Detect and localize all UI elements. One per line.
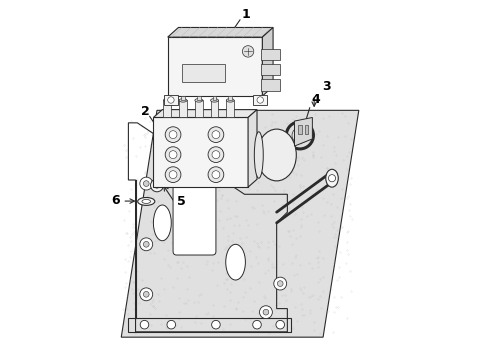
Circle shape (257, 97, 263, 103)
Circle shape (165, 127, 181, 143)
Circle shape (291, 127, 307, 143)
FancyBboxPatch shape (173, 184, 216, 255)
Text: 6: 6 (111, 194, 119, 207)
Polygon shape (294, 117, 312, 146)
Bar (226, 100, 234, 117)
Bar (210, 100, 218, 117)
Ellipse shape (226, 99, 234, 102)
Bar (153, 117, 247, 187)
Text: 4: 4 (311, 93, 320, 106)
Circle shape (328, 175, 335, 182)
Circle shape (143, 181, 149, 186)
Circle shape (259, 306, 272, 319)
Ellipse shape (138, 198, 155, 205)
Circle shape (165, 167, 181, 183)
Circle shape (143, 292, 149, 297)
Circle shape (140, 320, 148, 329)
Circle shape (165, 147, 181, 162)
Circle shape (166, 320, 175, 329)
Bar (260, 49, 280, 60)
Circle shape (207, 127, 224, 143)
Text: 2: 2 (141, 104, 149, 118)
Circle shape (242, 46, 253, 57)
Bar (260, 79, 280, 91)
Bar (181, 96, 184, 100)
Text: 3: 3 (322, 80, 330, 93)
Bar (182, 64, 224, 82)
Bar (212, 96, 216, 100)
Bar (253, 95, 266, 105)
Bar (167, 37, 262, 96)
Circle shape (212, 151, 220, 158)
Polygon shape (247, 110, 257, 187)
Circle shape (211, 320, 220, 329)
Bar (179, 100, 186, 117)
Circle shape (275, 320, 284, 329)
Ellipse shape (194, 99, 203, 102)
Circle shape (212, 131, 220, 139)
Circle shape (212, 171, 220, 179)
Bar (298, 125, 301, 134)
Ellipse shape (325, 169, 338, 187)
Bar (260, 64, 280, 75)
Circle shape (169, 131, 177, 139)
Ellipse shape (225, 244, 245, 280)
Ellipse shape (153, 205, 171, 241)
Text: 5: 5 (176, 195, 185, 208)
Circle shape (140, 177, 152, 190)
Circle shape (143, 242, 149, 247)
Circle shape (207, 167, 224, 183)
Polygon shape (262, 27, 272, 96)
Circle shape (140, 288, 152, 301)
Polygon shape (153, 110, 257, 117)
Ellipse shape (163, 99, 171, 102)
Polygon shape (167, 27, 272, 37)
Circle shape (277, 281, 283, 287)
Circle shape (273, 277, 286, 290)
Circle shape (167, 97, 174, 103)
Circle shape (154, 183, 160, 188)
Bar (197, 96, 200, 100)
Circle shape (263, 309, 268, 315)
Polygon shape (121, 111, 358, 337)
Ellipse shape (210, 99, 218, 102)
Circle shape (169, 151, 177, 158)
Ellipse shape (142, 199, 150, 203)
Circle shape (252, 320, 261, 329)
Bar (228, 96, 231, 100)
Circle shape (169, 171, 177, 179)
Bar (163, 100, 171, 117)
Bar (164, 95, 177, 105)
Circle shape (207, 147, 224, 162)
Ellipse shape (179, 99, 186, 102)
Circle shape (140, 238, 152, 251)
Text: 1: 1 (242, 8, 250, 21)
Ellipse shape (254, 132, 263, 178)
Ellipse shape (257, 129, 296, 181)
Bar (304, 125, 307, 134)
Bar (194, 100, 203, 117)
Bar (165, 96, 169, 100)
Circle shape (150, 179, 163, 192)
